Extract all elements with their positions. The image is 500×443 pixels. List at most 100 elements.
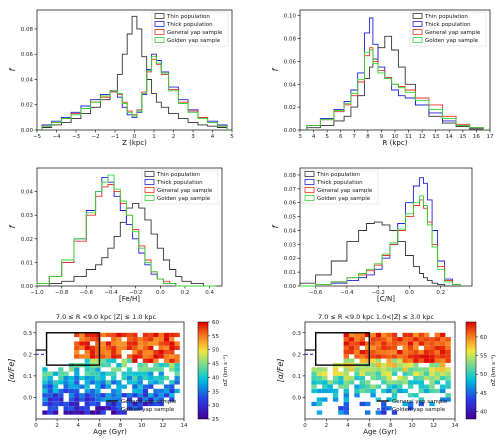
alpha-age-outer-cell	[402, 363, 408, 368]
alpha-age-outer-cell	[354, 384, 360, 389]
alpha-age-inner-cell	[158, 363, 164, 368]
alpha-age-outer-cell	[445, 384, 451, 389]
alpha-age-outer-cell	[413, 341, 419, 346]
alpha-age-inner-cell	[142, 367, 149, 372]
alpha-age-outer-xtick-label: 12	[430, 423, 437, 429]
alpha-age-inner-cell	[100, 406, 106, 411]
alpha-age-outer-cell	[386, 341, 392, 346]
alpha-age-inner-cell	[95, 337, 101, 342]
alpha-age-inner-cell	[132, 350, 138, 355]
alpha-age-inner-cell	[148, 401, 154, 407]
alpha-age-inner-cell	[169, 363, 175, 368]
alpha-age-outer-cell	[440, 388, 446, 394]
alpha-age-inner-cell	[121, 371, 127, 376]
alpha-age-inner-cell	[74, 406, 80, 411]
z-distribution-xtick-label: −5	[33, 134, 42, 140]
ch-distribution-panel: −0.6 −0.4 −0.2 0.0 0.2 0.00 0.01 0.02 0.03 0.04 0.…	[271, 167, 473, 303]
alpha-age-outer-cell	[354, 354, 360, 359]
alpha-age-outer-cell	[402, 332, 408, 338]
alpha-age-outer-cell	[445, 380, 451, 385]
feh-distribution-legend-label: Thin population	[156, 172, 200, 178]
alpha-age-inner-cell	[89, 354, 96, 359]
alpha-age-inner-cell	[100, 397, 106, 402]
alpha-age-outer-cell	[402, 345, 408, 350]
alpha-age-outer-cell	[375, 350, 382, 355]
alpha-age-outer-cell	[354, 388, 360, 394]
alpha-age-outer-cell	[365, 380, 371, 385]
alpha-age-outer-cell	[434, 371, 440, 376]
alpha-age-outer-xtick-label: 2	[325, 423, 329, 429]
alpha-age-outer-cell	[407, 363, 414, 368]
r-distribution-legend-label: General yap sample	[425, 30, 481, 36]
alpha-age-inner-cell	[142, 375, 149, 381]
ch-distribution-ytick-label: 0.08	[284, 173, 297, 179]
alpha-age-outer-cell	[407, 337, 414, 342]
alpha-age-inner-cell	[74, 367, 80, 372]
alpha-age-inner-cell	[89, 397, 96, 402]
alpha-age-inner-cell	[148, 332, 154, 338]
alpha-age-outer-cell	[407, 380, 414, 385]
alpha-age-outer-cell	[397, 350, 403, 355]
alpha-age-inner-cell	[158, 397, 164, 402]
alpha-age-outer-cell	[381, 354, 387, 359]
alpha-age-inner-ylabel: [α/Fe]	[7, 359, 16, 383]
alpha-age-outer-cell	[311, 371, 317, 376]
alpha-age-inner-cell	[100, 354, 106, 359]
z-distribution-xtick-label: 0	[133, 134, 137, 140]
alpha-age-inner-cell	[174, 341, 180, 346]
alpha-age-outer-cell	[354, 350, 360, 355]
alpha-age-outer-cell	[359, 401, 365, 407]
alpha-age-inner-cbar-tick-label: 40	[212, 375, 219, 381]
alpha-age-inner-cell	[100, 345, 106, 350]
alpha-age-outer-cell	[429, 371, 435, 376]
alpha-age-outer-cell	[370, 358, 376, 363]
alpha-age-outer-cell	[391, 397, 398, 402]
alpha-age-inner-cell	[132, 358, 138, 363]
alpha-age-outer-cell	[386, 332, 392, 338]
alpha-age-inner-cell	[68, 384, 75, 389]
alpha-age-inner-cell	[169, 393, 175, 398]
alpha-age-outer-cell	[445, 375, 451, 381]
alpha-age-inner-cell	[111, 380, 117, 385]
ch-distribution-xtick-label: −0.6	[309, 290, 323, 296]
alpha-age-outer-cell	[381, 337, 387, 342]
alpha-age-inner-cell	[142, 341, 149, 346]
alpha-age-outer-cell	[370, 367, 376, 372]
alpha-age-outer-cell	[407, 354, 414, 359]
alpha-age-inner-cell	[142, 393, 149, 398]
alpha-age-outer-cell	[365, 345, 371, 350]
alpha-age-inner-xtick-label: 0	[34, 423, 38, 429]
alpha-age-inner-cell	[74, 401, 80, 407]
alpha-age-inner-cell	[148, 350, 154, 355]
alpha-age-inner-cell	[111, 367, 117, 372]
alpha-age-outer-cell	[397, 375, 403, 381]
alpha-age-inner-cell	[47, 384, 53, 389]
alpha-age-inner-cell	[89, 337, 96, 342]
alpha-age-outer-cell	[434, 388, 440, 394]
alpha-age-inner-legend-general-label: General yap sample	[121, 399, 177, 405]
alpha-age-inner-cell	[89, 332, 96, 338]
alpha-age-inner-cell	[111, 337, 117, 342]
alpha-age-outer-cell	[407, 350, 414, 355]
alpha-age-inner-cell	[84, 388, 90, 394]
alpha-age-inner-cell	[158, 401, 164, 407]
alpha-age-inner-cell	[105, 406, 112, 411]
alpha-age-inner-cell	[153, 393, 159, 398]
alpha-age-inner-cell	[95, 401, 101, 407]
alpha-age-inner-cell	[174, 388, 180, 394]
alpha-age-inner-cell	[126, 393, 133, 398]
alpha-age-outer-cell	[375, 354, 382, 359]
alpha-age-inner-cell	[58, 388, 64, 394]
feh-distribution-ytick-label: 0.03	[21, 213, 34, 219]
alpha-age-inner-cell	[74, 341, 80, 346]
alpha-age-outer-cell	[402, 354, 408, 359]
alpha-age-outer-annotation: 7.0 ≤ R <9.0 kpc 1.0<|Z| ≤ 3.0 kpc	[318, 313, 434, 321]
alpha-age-outer-cell	[327, 380, 333, 385]
alpha-age-inner-cell	[126, 354, 133, 359]
r-distribution-legend-box	[409, 11, 487, 47]
alpha-age-outer-cell	[338, 375, 344, 381]
alpha-age-outer-cell	[343, 375, 349, 381]
alpha-age-inner-cell	[142, 388, 149, 394]
alpha-age-outer-cell	[375, 358, 382, 363]
r-distribution-legend-swatch	[412, 13, 423, 19]
